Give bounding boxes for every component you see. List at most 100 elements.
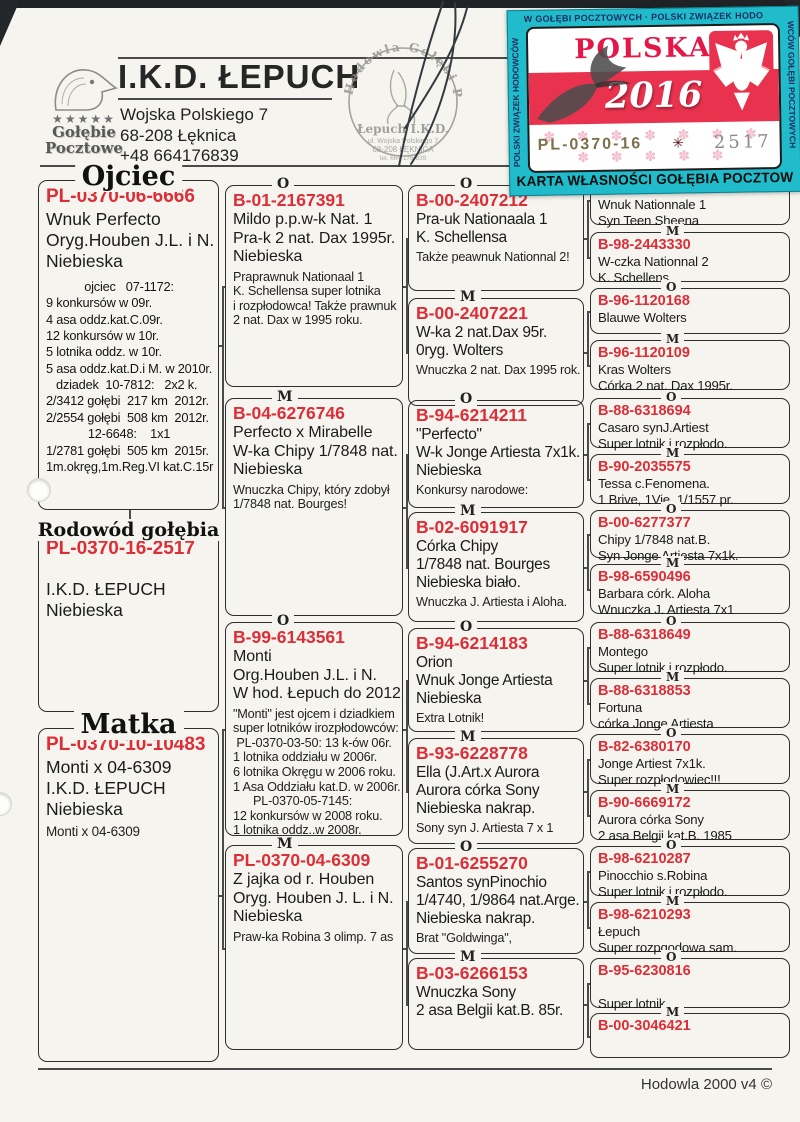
sex-tag: M [661, 782, 685, 796]
pedigree-line: Monti [233, 648, 272, 665]
pedigree-line: Perfecto x Mirabelle [233, 424, 373, 441]
sex-tag: O [661, 614, 682, 628]
pedigree-note: 2 nat. Dax w 1995 roku. [233, 313, 363, 328]
connector-line [587, 257, 590, 259]
pedigree-line: "Perfecto" [416, 426, 482, 443]
sex-tag: O [661, 390, 682, 404]
ring-number: B-90-6669172 [598, 795, 691, 811]
logo-stars: ★★★★★ [52, 112, 116, 126]
subject-box-title: Rodowód gołębia [30, 519, 227, 541]
connector-line [406, 352, 408, 354]
connector-line [587, 983, 590, 985]
sex-tag: O [455, 391, 478, 407]
sex-tag: M [661, 224, 685, 238]
sex-tag: O [661, 838, 682, 852]
connector-line [587, 983, 589, 1036]
hole-punch [0, 792, 12, 816]
sex-tag: M [661, 894, 685, 908]
pedigree-line: Syn Teen Sheena [598, 212, 699, 228]
pedigree-line: W hod. Łepuch do 2012 [233, 685, 401, 703]
connector-line [584, 454, 589, 456]
pedigree-note: i rozpłodowca! Także prawnuk [233, 298, 397, 313]
signature [398, 1, 468, 167]
sex-tag: M [455, 289, 481, 305]
ring-number: B-96-1120168 [598, 293, 690, 309]
ancestor-box-gen4-7: O B-00-6277377 Chipy 1/7848 nat.B. Syn Jong… [590, 502, 790, 563]
ring-number: B-82-6380170 [598, 739, 691, 755]
pedigree-line: Niebieska [233, 908, 303, 926]
ring-number: B-00-2407212 [416, 190, 528, 210]
pedigree-note: Extra Lotnik! [416, 710, 484, 725]
pedigree-line: Jonge Artiest 7x1k. [598, 755, 706, 771]
pedigree-line: Orion [416, 654, 453, 671]
connector-line [222, 729, 225, 731]
pedigree-line: Córka 2 nat. Dax 1995r. [598, 377, 733, 393]
pedigree-note: "Monti" jest ojcem i dziadkiem [233, 706, 395, 721]
connector-line [587, 871, 590, 873]
pedigree-line: Pra-k 2 nat. Dax 1995r. [233, 229, 396, 247]
sex-tag: O [455, 619, 478, 635]
svg-text:Łepuch I.K.D.: Łepuch I.K.D. [357, 122, 449, 136]
father-line: Oryg.Houben J.L. i N. [46, 230, 215, 251]
sex-tag: M [661, 332, 685, 346]
pedigree-note: Sony syn J. Artiesta 7 x 1 [416, 820, 554, 835]
connector-line [587, 927, 590, 929]
pedigree-line: Casaro synJ.Artiest [598, 419, 709, 435]
pedigree-line: 2 asa Belgii kat.B. 85r. [416, 1001, 564, 1019]
pedigree-note: PL-0370-03-50: 13 k-ów 06r. [233, 735, 392, 750]
ancestor-box-gen3-7: O B-01-6255270 Santos synPinochio 1/4740, 1… [408, 839, 584, 954]
ring-number: B-02-6091917 [416, 517, 528, 537]
pedigree-line: W-ka 2 nat.Dax 95r. [416, 324, 547, 341]
ancestor-box-gen4-6: M B-90-2035575 Tessa c.Fenomena. 1 Brive, 1… [590, 446, 790, 507]
pedigree-note: 1 lotnika oddz..w 2008r. [233, 823, 362, 838]
sex-tag: O [661, 950, 682, 964]
pedigree-line: Ella (J.Art.x Aurora [416, 764, 540, 781]
ring-number: B-88-6318694 [598, 403, 691, 419]
pedigree-line: Aurora córka Sony [598, 811, 704, 827]
svg-text:tel. 664 176 839: tel. 664 176 839 [380, 155, 427, 162]
sex-tag: O [661, 502, 682, 516]
mother-line: Monti x 04-6309 [46, 756, 172, 777]
ancestor-box-gen2-1: O B-01-2167391 Mildo p.p.w-k Nat. 1 Pra-k 2… [225, 176, 403, 387]
sex-tag: M [272, 389, 298, 405]
title-underline [118, 98, 332, 100]
pedigree-line: W-czka Nationnal 2 [598, 253, 709, 269]
father-detail: 2/2554 gołębi 508 km 2012r. [46, 409, 209, 425]
breeder-stamp: Hodowla Gołębi Pocztowych Łepuch I.K.D. … [328, 32, 463, 162]
pedigree-line: Oryg. Houben J. L. i N. [233, 889, 394, 907]
sex-tag: O [455, 176, 478, 192]
ancestor-box-gen3-1: O B-00-2407212 Pra-uk Nationaala 1 K. Schel… [408, 176, 584, 291]
breeder-name-title: I.K.D. ŁEPUCH [118, 58, 361, 95]
sex-tag: M [661, 446, 685, 460]
connector-line [406, 680, 408, 682]
father-detail: 4 asa oddz.kat.C.09r. [46, 311, 163, 327]
ancestor-box-gen3-3: O B-94-6214211 "Perfecto" W-k Jonge Artiest… [408, 391, 584, 508]
pedigree-line: Niebieska [416, 461, 482, 479]
mother-line: Niebieska [46, 799, 123, 820]
ancestor-box-gen4-10: M B-88-6318853 Fortuna córka Jonge Artiesta [590, 670, 790, 731]
sticker-ring-row: PL-0370-16 ✳ 2517 [538, 131, 772, 156]
connector-line [406, 238, 408, 352]
sticker-card: POLSKA 2016 ✽ ✽ ✽ ✽ ✽ ✽ ✽ ✽ ✽ ✽ ✽ ✽ [525, 23, 783, 173]
connector-line [587, 200, 590, 202]
sex-tag: O [661, 726, 682, 740]
pedigree-line: Super rozpłodowiec!!! [598, 771, 721, 787]
pedigree-line: Super lotnik [598, 995, 666, 1011]
ancestor-box-gen4-11: O B-82-6380170 Jonge Artiest 7x1k. Super ro… [590, 726, 790, 787]
connector-line [584, 901, 589, 903]
sticker-bottom-text: KARTA WŁASNOŚCI GOŁĘBIA POCZTOWEGO [516, 168, 795, 190]
father-detail: 2/3412 gołębi 217 km 2012r. [46, 393, 209, 409]
ring-number: B-00-2407221 [416, 303, 528, 323]
connector-line [406, 791, 408, 793]
connector-line [406, 238, 408, 240]
connector-line [584, 352, 589, 354]
pedigree-note: Konkursy narodowe: [416, 482, 529, 497]
pedigree-line: 1 Brive, 1Vie. 1/1557 pr. [598, 491, 734, 507]
connector-line [584, 680, 589, 682]
connector-line [587, 423, 590, 425]
subject-box: Rodowód gołębia PL-0370-16-2517 I.K.D. Ł… [30, 519, 227, 712]
ring-number: B-98-6210293 [598, 907, 691, 923]
pedigree-line: Fortuna [598, 699, 643, 715]
ring-number: PL-0370-04-6309 [233, 850, 371, 870]
